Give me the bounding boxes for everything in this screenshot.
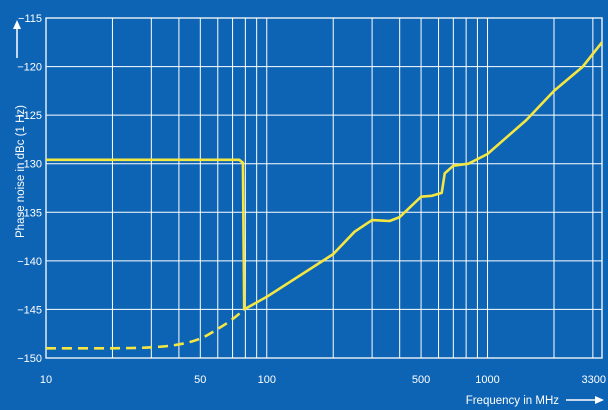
- x-axis-label: Frequency in MHz: [466, 395, 560, 407]
- grid: [45, 17, 603, 359]
- x-axis-arrowhead: [595, 396, 604, 404]
- x-tick-label: 100: [258, 374, 276, 386]
- plot-area-border: [45, 17, 603, 359]
- x-tick-label: 50: [194, 374, 206, 386]
- series-line-dashed: [45, 308, 246, 350]
- series: [45, 41, 604, 350]
- x-axis: Frequency in MHz: [466, 395, 604, 407]
- y-tick-label: −120: [17, 62, 42, 74]
- x-tick-label: 3300: [582, 374, 606, 386]
- y-tick-label: −130: [17, 159, 42, 171]
- tick-labels: −115 −120 −125 −130 −135 −140 −145 −150 10 50 100 5…: [17, 13, 606, 386]
- y-axis-label: Phase noise in dBc (1 Hz): [15, 105, 27, 238]
- y-axis-arrowhead: [13, 20, 21, 29]
- y-tick-label: −135: [17, 207, 42, 219]
- y-tick-label: −150: [17, 353, 42, 365]
- y-axis: Phase noise in dBc (1 Hz): [13, 20, 27, 238]
- x-tick-label: 1000: [475, 374, 499, 386]
- y-tick-label: −145: [17, 304, 42, 316]
- y-tick-label: −125: [17, 110, 42, 122]
- series-line-solid: [46, 41, 604, 311]
- x-tick-label: 10: [40, 374, 52, 386]
- x-tick-label: 500: [412, 374, 430, 386]
- y-tick-label: −115: [18, 13, 42, 25]
- y-tick-label: −140: [17, 256, 42, 268]
